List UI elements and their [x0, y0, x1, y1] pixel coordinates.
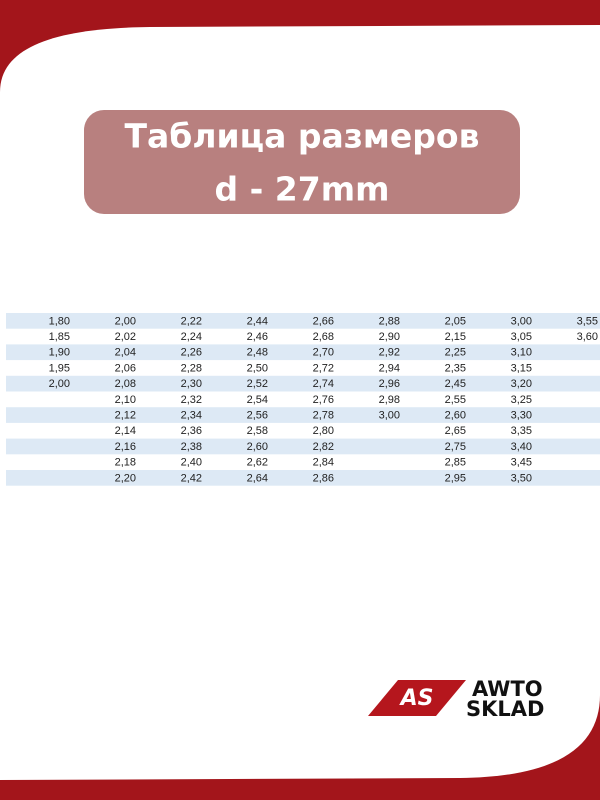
- cell: 2,88: [379, 315, 400, 327]
- cell: 2,75: [445, 441, 466, 453]
- cell: 2,15: [445, 331, 466, 343]
- cell: 2,98: [379, 394, 400, 406]
- cell: 3,05: [511, 331, 532, 343]
- cell: 3,45: [511, 457, 532, 469]
- cell: 2,46: [247, 331, 268, 343]
- cell: 2,30: [181, 378, 202, 390]
- logo-mark: AS: [399, 686, 434, 711]
- cell: 2,56: [247, 409, 268, 421]
- cell: 2,34: [181, 409, 202, 421]
- cell: 2,78: [313, 409, 334, 421]
- cell: 2,84: [313, 457, 334, 469]
- subtitle: d - 27mm: [215, 170, 390, 209]
- cell: 2,02: [115, 331, 136, 343]
- cell: 2,60: [445, 409, 466, 421]
- row-band: [6, 470, 600, 486]
- row-band: [6, 344, 600, 361]
- cell: 2,18: [115, 457, 136, 469]
- cell: 3,30: [511, 409, 532, 421]
- cell: 2,94: [379, 362, 400, 374]
- cell: 2,36: [181, 425, 202, 437]
- cell: 2,62: [247, 457, 268, 469]
- cell: 2,80: [313, 425, 334, 437]
- cell: 2,08: [115, 378, 136, 390]
- cell: 2,55: [445, 394, 466, 406]
- cell: 2,04: [115, 347, 136, 359]
- cell: 2,42: [181, 472, 202, 484]
- cell: 2,00: [115, 315, 136, 327]
- cell: 3,15: [511, 362, 532, 374]
- cell: 2,26: [181, 347, 202, 359]
- cell: 2,52: [247, 378, 268, 390]
- cell: 2,60: [247, 441, 268, 453]
- cell: 1,85: [49, 331, 70, 343]
- logo-text: AWTO: [472, 677, 543, 701]
- cell: 2,14: [115, 425, 136, 437]
- cell: 2,64: [247, 472, 268, 484]
- cell: 1,90: [49, 347, 70, 359]
- cell: 2,65: [445, 425, 466, 437]
- cell: 3,40: [511, 441, 532, 453]
- cell: 2,90: [379, 331, 400, 343]
- cell: 3,20: [511, 378, 532, 390]
- cell: 2,24: [181, 331, 202, 343]
- cell: 2,58: [247, 425, 268, 437]
- cell: 2,35: [445, 362, 466, 374]
- cell: 3,55: [577, 315, 598, 327]
- cell: 2,28: [181, 362, 202, 374]
- cell: 1,80: [49, 315, 70, 327]
- cell: 2,68: [313, 331, 334, 343]
- cell: 2,10: [115, 394, 136, 406]
- cell: 2,95: [445, 472, 466, 484]
- cell: 2,86: [313, 472, 334, 484]
- cell: 2,72: [313, 362, 334, 374]
- cell: 3,00: [511, 315, 532, 327]
- cell: 3,60: [577, 331, 598, 343]
- row-band: [6, 375, 600, 392]
- row-band: [6, 407, 600, 423]
- cell: 2,00: [49, 378, 70, 390]
- cell: 2,20: [115, 472, 136, 484]
- cell: 2,45: [445, 378, 466, 390]
- cell: 2,06: [115, 362, 136, 374]
- size-table: 1,80 2,00 2,22 2,44 2,66 2,88 2,05 3,00 3,55 1,85…: [6, 313, 600, 486]
- cell: 2,82: [313, 441, 334, 453]
- cell: 2,38: [181, 441, 202, 453]
- cell: 2,74: [313, 378, 334, 390]
- cell: 2,32: [181, 394, 202, 406]
- cell: 2,16: [115, 441, 136, 453]
- cell: 2,25: [445, 347, 466, 359]
- cell: 2,44: [247, 315, 268, 327]
- cell: 2,85: [445, 457, 466, 469]
- cell: 3,10: [511, 347, 532, 359]
- title: Таблица размеров: [125, 117, 480, 156]
- cell: 2,70: [313, 347, 334, 359]
- cell: 3,00: [379, 409, 400, 421]
- logo-text: SKLAD: [466, 697, 544, 721]
- title-box: [84, 110, 520, 214]
- cell: 2,96: [379, 378, 400, 390]
- cell: 2,40: [181, 457, 202, 469]
- cell: 2,50: [247, 362, 268, 374]
- cell: 3,50: [511, 472, 532, 484]
- cell: 2,05: [445, 315, 466, 327]
- cell: 2,12: [115, 409, 136, 421]
- cell: 2,76: [313, 394, 334, 406]
- row-band: [6, 438, 600, 455]
- cell: 2,54: [247, 394, 268, 406]
- cell: 3,25: [511, 394, 532, 406]
- logo-icon: [368, 680, 466, 716]
- cell: 3,35: [511, 425, 532, 437]
- cell: 2,92: [379, 347, 400, 359]
- cell: 1,95: [49, 362, 70, 374]
- cell: 2,66: [313, 315, 334, 327]
- row-band: [6, 313, 600, 329]
- cell: 2,22: [181, 315, 202, 327]
- cell: 2,48: [247, 347, 268, 359]
- logo: AS AWTO SKLAD: [368, 677, 544, 721]
